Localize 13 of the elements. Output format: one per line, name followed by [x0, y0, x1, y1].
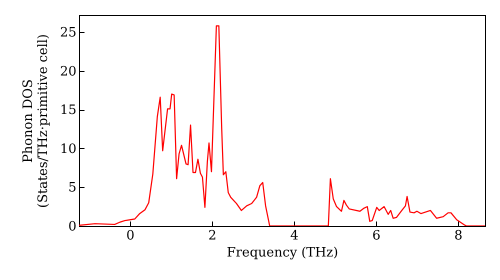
x-tick-label: 8: [454, 228, 463, 244]
y-tick-label: 10: [60, 142, 76, 157]
x-tick-label: 4: [290, 228, 299, 244]
y-tick-label: 25: [60, 26, 76, 41]
y-tick-label: 20: [60, 64, 76, 80]
y-tick-label: 5: [68, 180, 76, 196]
line-series: [79, 25, 485, 226]
y-axis-title: Phonon DOS (States/THz·primitive cell): [20, 34, 51, 208]
x-tick-label: 6: [372, 228, 381, 244]
x-tick-label: 2: [208, 228, 217, 244]
x-tick-label: 0: [126, 228, 134, 244]
y-tick-label: 15: [60, 103, 76, 118]
x-axis-title: Frequency (THz): [226, 246, 338, 260]
